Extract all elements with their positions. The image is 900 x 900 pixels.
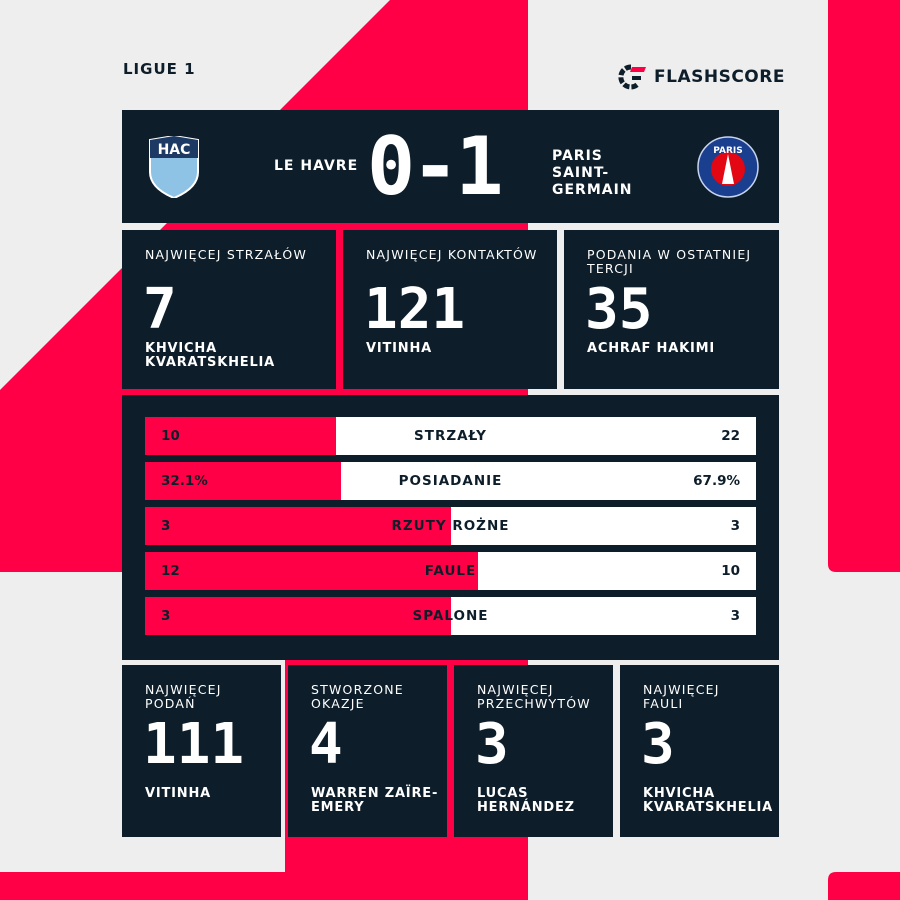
stat-bar-row: 32.1% POSIADANIE 67.9% [145,462,756,500]
psg-crest-icon: PARIS [697,136,759,198]
away-value: 10 [721,563,740,579]
stat-value: 3 [475,712,509,777]
home-share-fill [145,597,451,635]
stat-name: RZUTY ROŻNE [391,518,510,534]
stat-bar-row: 10 STRZAŁY 22 [145,417,756,455]
home-share-fill [145,507,451,545]
score-header: HAC LE HAVRE 0-1 PARIS SAINT-GERMAIN PAR… [122,110,779,223]
svg-text:PARIS: PARIS [713,146,743,156]
stat-card: NAJWIĘCEJ PODAŃ 111 VITINHA [122,665,281,837]
stat-bar-row: 3 RZUTY ROŻNE 3 [145,507,756,545]
league-title: LIGUE 1 [123,60,196,78]
stat-player: ACHRAF HAKIMI [587,341,715,356]
stat-card: NAJWIĘCEJ STRZAŁÓW 7 KHVICHA KVARATSKHEL… [122,230,336,389]
home-share-fill [145,417,336,455]
stat-value: 3 [641,712,675,777]
stat-player: WARREN ZAÏRE-EMERY [311,786,439,815]
stat-card: NAJWIĘCEJ FAULI 3 KHVICHA KVARATSKHELIA [620,665,779,837]
stat-value: 35 [585,277,653,342]
stat-name: STRZAŁY [414,428,487,444]
away-team-name: PARIS SAINT-GERMAIN [552,148,633,198]
home-team-name: LE HAVRE [274,158,359,174]
stat-value: 121 [364,277,466,342]
score: 0-1 [367,120,503,213]
stat-bar-row: 3 SPALONE 3 [145,597,756,635]
home-value: 32.1% [161,473,208,489]
away-value: 22 [721,428,740,444]
stat-name: SPALONE [412,608,489,624]
stat-name: POSIADANIE [398,473,503,489]
away-value: 67.9% [693,473,740,489]
stat-label: NAJWIĘCEJ STRZAŁÓW [145,247,308,262]
stat-card: NAJWIĘCEJ KONTAKTÓW 121 VITINHA [343,230,557,389]
stat-player: VITINHA [366,341,433,356]
stat-value: 111 [143,712,245,777]
stat-label: PODANIA W OSTATNIEJ TERCJI [587,247,752,276]
flashscore-wordmark: FLASHSCORE [654,67,785,87]
stat-card: PODANIA W OSTATNIEJ TERCJI 35 ACHRAF HAK… [564,230,779,389]
stat-player: KHVICHA KVARATSKHELIA [643,786,774,815]
stat-value: 7 [143,277,177,342]
stat-card: STWORZONE OKAZJE 4 WARREN ZAÏRE-EMERY [288,665,447,837]
stat-bar-row: 12 FAULE 10 [145,552,756,590]
home-share-fill [145,552,478,590]
away-value: 3 [730,608,740,624]
home-value: 3 [161,608,171,624]
home-value: 10 [161,428,180,444]
stat-label: NAJWIĘCEJ PRZECHWYTÓW [477,682,591,711]
home-share-fill [145,462,342,500]
stat-name: FAULE [424,563,477,579]
stat-value: 4 [309,712,343,777]
svg-text:HAC: HAC [158,142,191,158]
stat-label: NAJWIĘCEJ KONTAKTÓW [366,247,538,262]
le-havre-crest-icon: HAC [149,136,199,198]
flashscore-logo: FLASHSCORE [618,64,785,90]
away-value: 3 [730,518,740,534]
stat-label: NAJWIĘCEJ PODAŃ [145,682,222,711]
home-value: 3 [161,518,171,534]
stat-player: VITINHA [145,786,212,801]
home-value: 12 [161,563,180,579]
stat-label: STWORZONE OKAZJE [311,682,404,711]
stat-label: NAJWIĘCEJ FAULI [643,682,720,711]
flashscore-icon [618,64,646,90]
stat-player: LUCAS HERNÁNDEZ [477,786,575,815]
stat-player: KHVICHA KVARATSKHELIA [145,341,276,370]
stat-card: NAJWIĘCEJ PRZECHWYTÓW 3 LUCAS HERNÁNDEZ [454,665,613,837]
